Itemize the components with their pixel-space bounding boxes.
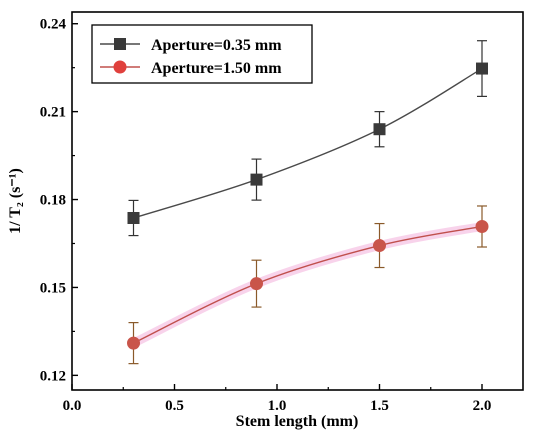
x-tick-label: 0.5	[165, 398, 184, 414]
series-2	[127, 205, 489, 365]
data-point	[373, 123, 386, 136]
legend-marker	[113, 60, 127, 74]
legend-marker	[114, 38, 126, 50]
y-tick-label: 0.15	[40, 280, 66, 296]
legend: Aperture=0.35 mm Aperture=1.50 mm	[91, 24, 313, 84]
series-1	[127, 40, 488, 237]
series-layer	[127, 40, 489, 365]
legend-entry-1: Aperture=0.35 mm	[100, 37, 282, 54]
axis-ticks	[71, 23, 483, 390]
series-band	[129, 221, 487, 348]
series-line	[133, 225, 483, 344]
legend-entry-2: Aperture=1.50 mm	[100, 60, 282, 77]
data-point	[373, 239, 386, 253]
x-tick-label: 1.0	[268, 398, 287, 414]
y-tick-labels: 0.12 0.15 0.18 0.21 0.24	[40, 17, 67, 385]
legend-label: Aperture=0.35 mm	[151, 37, 282, 54]
data-point	[475, 219, 489, 233]
data-point	[250, 173, 263, 186]
x-tick-label: 2.0	[473, 398, 492, 414]
y-axis-title: 1/ T₂ (s⁻¹)	[7, 168, 24, 234]
data-point	[250, 277, 263, 291]
y-tick-label: 0.21	[40, 105, 66, 121]
data-point	[476, 62, 488, 75]
y-tick-label: 0.24	[40, 17, 67, 33]
data-point	[127, 336, 140, 350]
plot-frame	[71, 11, 524, 391]
x-tick-label: 1.5	[370, 398, 389, 414]
y-tick-label: 0.18	[40, 193, 66, 209]
legend-box	[91, 24, 313, 84]
x-tick-labels: 0.0 0.5 1.0 1.5 2.0	[63, 398, 492, 414]
data-point	[127, 211, 140, 224]
x-axis-title: Stem length (mm)	[236, 413, 359, 430]
legend-label: Aperture=1.50 mm	[151, 60, 282, 77]
y-tick-label: 0.12	[40, 368, 66, 384]
series-line	[133, 67, 483, 219]
x-tick-label: 0.0	[63, 398, 82, 414]
